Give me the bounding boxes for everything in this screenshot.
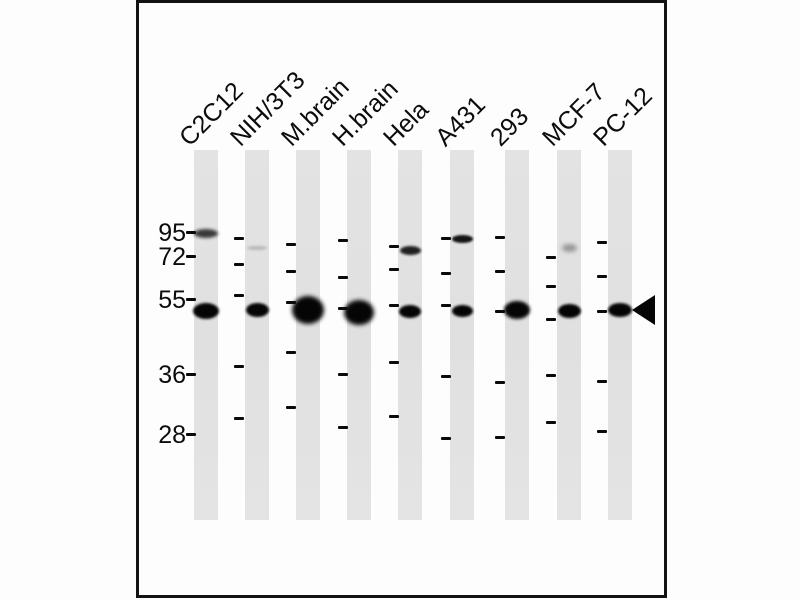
mw-tick [495, 270, 505, 273]
mw-tick [597, 275, 607, 278]
protein-band [344, 299, 374, 325]
protein-band [399, 304, 421, 318]
lane-strip [245, 150, 269, 520]
mw-marker-dash [186, 231, 196, 234]
mw-marker-label: 72 [158, 243, 186, 271]
mw-marker-dash [186, 433, 196, 436]
protein-band [193, 303, 219, 319]
mw-tick [234, 417, 244, 420]
mw-tick [338, 276, 348, 279]
protein-band [194, 228, 218, 238]
mw-tick [338, 373, 348, 376]
mw-marker-label: 28 [158, 421, 186, 449]
mw-tick [286, 406, 296, 409]
mw-tick [441, 437, 451, 440]
mw-tick [597, 430, 607, 433]
lane-strip [505, 150, 529, 520]
lane-strip [296, 150, 320, 520]
mw-tick [495, 436, 505, 439]
mw-tick [495, 310, 505, 313]
lane-strip [347, 150, 371, 520]
blot-frame [136, 0, 667, 598]
mw-tick [286, 351, 296, 354]
mw-tick [389, 245, 399, 248]
mw-tick [234, 294, 244, 297]
protein-band [245, 303, 269, 317]
mw-tick [389, 304, 399, 307]
mw-marker-dash [186, 255, 196, 258]
mw-marker-label: 36 [158, 361, 186, 389]
lane-strip [194, 150, 218, 520]
mw-tick [441, 272, 451, 275]
mw-tick [495, 236, 505, 239]
mw-tick [546, 256, 556, 259]
mw-tick [389, 361, 399, 364]
lane-strip [450, 150, 474, 520]
mw-tick [546, 285, 556, 288]
protein-band [557, 304, 581, 318]
mw-marker-dash [186, 373, 196, 376]
protein-band [292, 296, 324, 324]
mw-tick [546, 374, 556, 377]
mw-tick [597, 241, 607, 244]
mw-tick [338, 426, 348, 429]
protein-band [451, 305, 473, 317]
mw-tick [389, 268, 399, 271]
lane-strip [557, 150, 581, 520]
protein-band [451, 235, 473, 243]
protein-band [247, 246, 267, 250]
mw-tick [546, 318, 556, 321]
protein-band [504, 301, 530, 319]
mw-tick [234, 263, 244, 266]
mw-tick [495, 381, 505, 384]
mw-tick [441, 304, 451, 307]
protein-band [399, 245, 421, 255]
mw-tick [286, 243, 296, 246]
mw-tick [234, 365, 244, 368]
lane-strip [608, 150, 632, 520]
mw-tick [441, 375, 451, 378]
protein-band [561, 244, 577, 252]
lane-strip [398, 150, 422, 520]
mw-tick [234, 237, 244, 240]
mw-tick [441, 237, 451, 240]
arrowhead-icon [632, 295, 655, 325]
mw-tick [286, 301, 296, 304]
mw-tick [389, 415, 399, 418]
mw-tick [338, 307, 348, 310]
protein-band [608, 303, 632, 317]
mw-tick [338, 239, 348, 242]
mw-tick [546, 421, 556, 424]
mw-marker-dash [186, 298, 196, 301]
mw-tick [286, 270, 296, 273]
mw-tick [597, 310, 607, 313]
mw-marker-label: 95 [158, 219, 186, 247]
mw-tick [597, 380, 607, 383]
mw-marker-label: 55 [158, 286, 186, 314]
